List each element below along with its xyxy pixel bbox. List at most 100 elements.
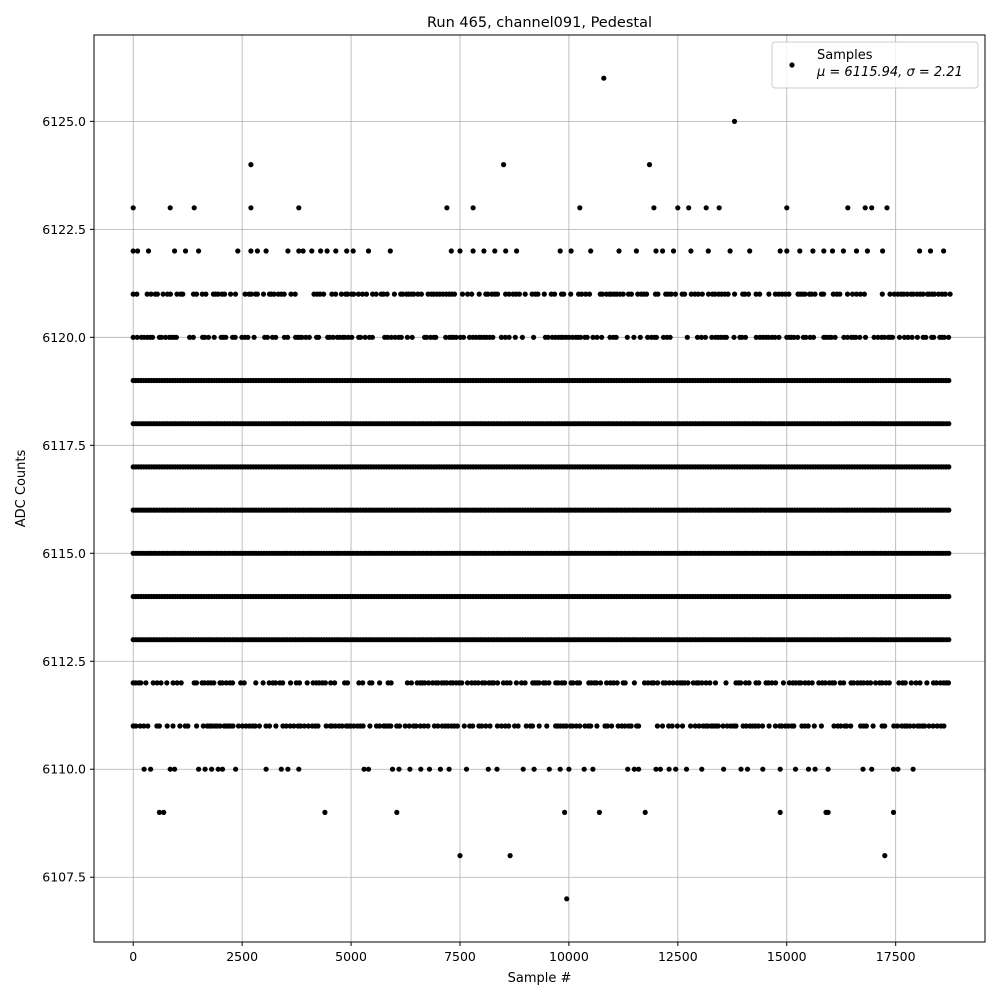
data-point	[890, 809, 897, 816]
data-point	[296, 205, 302, 211]
data-point	[597, 680, 604, 686]
data-point	[863, 723, 870, 729]
data-point	[594, 334, 600, 340]
data-point	[223, 680, 229, 686]
data-point	[167, 205, 173, 211]
data-point	[476, 291, 482, 297]
data-point	[946, 377, 952, 384]
data-point	[296, 248, 302, 254]
data-point	[256, 723, 262, 729]
data-point	[529, 723, 536, 729]
data-point	[653, 334, 660, 340]
data-point	[857, 334, 863, 340]
data-point	[296, 766, 302, 772]
data-point	[578, 334, 584, 340]
data-point	[699, 291, 705, 297]
data-point	[515, 723, 521, 729]
data-point	[365, 248, 372, 254]
data-point	[599, 334, 605, 340]
data-point	[464, 680, 471, 686]
data-point	[330, 334, 336, 340]
data-point	[373, 291, 379, 297]
data-point	[564, 896, 570, 902]
data-point	[593, 680, 600, 686]
data-point	[138, 680, 144, 686]
data-point	[408, 680, 414, 686]
data-point	[590, 766, 596, 772]
data-point	[367, 723, 373, 729]
data-point	[299, 334, 305, 340]
data-point	[727, 248, 733, 254]
data-point	[389, 766, 396, 772]
data-point	[162, 334, 169, 340]
data-point	[873, 680, 879, 686]
data-point	[271, 291, 277, 297]
x-tick-label: 5000	[335, 949, 367, 964]
data-point	[848, 723, 854, 729]
data-point	[130, 248, 136, 254]
data-point	[459, 680, 465, 686]
data-point	[668, 291, 674, 297]
data-point	[862, 334, 869, 340]
data-point	[248, 205, 254, 211]
plot-frame	[93, 34, 986, 943]
data-point	[910, 766, 916, 772]
data-point	[853, 291, 860, 297]
data-point	[154, 680, 160, 686]
data-point	[920, 291, 926, 297]
data-point	[655, 680, 661, 686]
data-point	[599, 291, 606, 297]
data-point	[457, 248, 463, 254]
data-point	[545, 334, 551, 340]
data-point	[203, 291, 209, 297]
data-point	[777, 766, 783, 772]
data-point	[196, 248, 202, 254]
data-point	[733, 723, 739, 729]
data-point	[723, 334, 730, 340]
data-point	[426, 680, 432, 686]
data-point	[465, 291, 471, 297]
data-point	[332, 723, 338, 729]
data-point	[772, 334, 778, 340]
data-point	[365, 766, 372, 772]
data-point	[291, 723, 297, 729]
data-point	[723, 680, 729, 686]
data-point	[199, 291, 205, 297]
data-point	[655, 291, 661, 297]
data-point	[821, 291, 827, 297]
data-point	[946, 593, 952, 600]
data-point	[202, 334, 208, 340]
data-point	[273, 680, 279, 686]
data-point	[506, 723, 512, 729]
data-point	[889, 334, 896, 340]
data-point	[946, 334, 952, 340]
data-point	[411, 291, 417, 297]
data-point	[712, 291, 718, 297]
data-point	[154, 291, 160, 297]
data-point	[446, 766, 452, 772]
data-point	[753, 334, 759, 340]
data-point	[947, 291, 953, 297]
data-point	[134, 291, 140, 297]
data-point	[494, 766, 500, 772]
data-point	[636, 723, 642, 729]
data-point	[698, 334, 705, 340]
data-points	[130, 75, 953, 902]
data-point	[219, 766, 226, 772]
data-point	[523, 723, 529, 729]
data-point	[418, 291, 424, 297]
x-tick-label: 0	[129, 949, 137, 964]
data-point	[746, 680, 752, 686]
data-point	[840, 248, 847, 254]
data-point	[557, 248, 563, 254]
data-point	[494, 291, 501, 297]
data-point	[457, 853, 463, 859]
data-point	[541, 291, 547, 297]
data-point	[946, 421, 952, 427]
data-point	[683, 766, 690, 772]
data-point	[435, 680, 441, 686]
data-point	[684, 334, 690, 340]
data-point	[323, 723, 329, 729]
data-point	[910, 291, 916, 297]
data-point	[869, 205, 875, 211]
